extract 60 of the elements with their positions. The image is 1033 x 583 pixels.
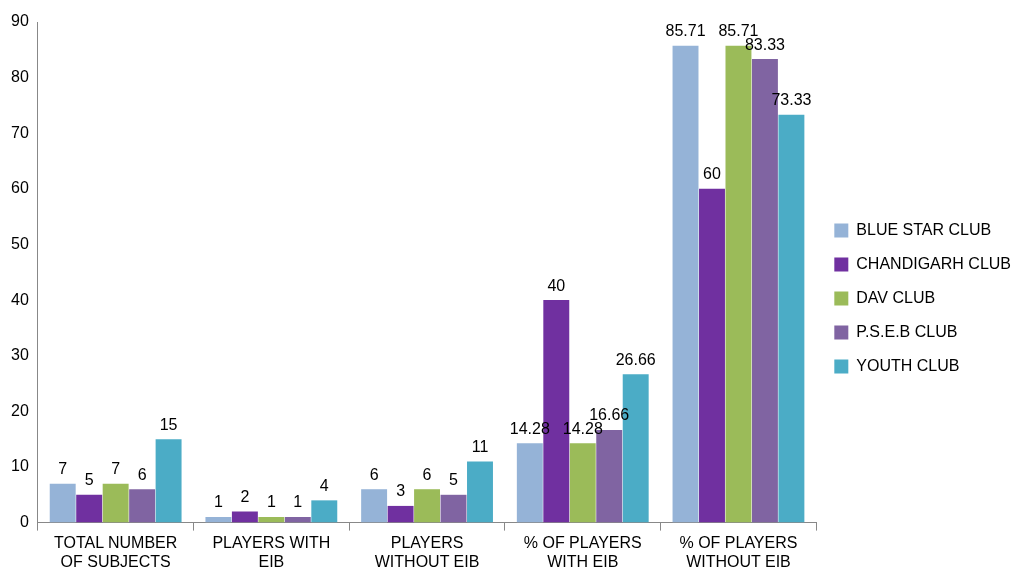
data-label: 11: [471, 437, 489, 455]
bar: [672, 45, 699, 523]
bar: [569, 443, 596, 523]
y-tick-label: 40: [11, 290, 29, 308]
bar: [76, 494, 103, 523]
y-tick-label: 70: [11, 123, 29, 141]
data-label: 7: [111, 460, 121, 478]
bar: [699, 188, 725, 523]
legend-label: P.S.E.B CLUB: [856, 322, 958, 340]
y-tick-label: 30: [11, 346, 29, 364]
data-label: 6: [137, 465, 147, 483]
bar: [387, 505, 414, 523]
bar: [311, 500, 338, 523]
data-label: 5: [84, 471, 94, 489]
data-label: 60: [703, 165, 721, 183]
data-label: 26.66: [615, 350, 656, 368]
bar: [440, 494, 467, 523]
y-tick-label: 50: [11, 234, 29, 252]
bar: [205, 517, 232, 523]
x-tick-label: PLAYERS WITH EIB: [212, 533, 331, 570]
bar: [778, 114, 805, 523]
y-tick-label: 10: [11, 457, 29, 475]
bar: [129, 489, 156, 523]
data-label: 5: [449, 471, 459, 489]
data-label: 85.71: [665, 22, 706, 40]
bar: [102, 483, 129, 523]
x-tick-label: % OF PLAYERS WITH EIB: [523, 533, 642, 570]
bar: [414, 489, 441, 523]
data-label: 7: [58, 460, 68, 478]
y-tick-label: 60: [11, 179, 29, 197]
data-label: 15: [159, 415, 178, 433]
bar: [361, 489, 388, 523]
y-tick-label: 80: [11, 68, 29, 86]
y-tick-label: 90: [11, 12, 29, 30]
legend-label: YOUTH CLUB: [856, 356, 960, 374]
bar: [155, 439, 182, 523]
x-tick-label: PLAYERS WITHOUT EIB: [374, 533, 480, 570]
x-tick-label: % OF PLAYERS WITHOUT EIB: [679, 533, 798, 570]
bar: [516, 443, 543, 523]
data-label: 1: [293, 493, 303, 511]
data-label: 4: [319, 476, 329, 494]
y-tick-label: 0: [19, 513, 29, 531]
bar: [258, 517, 285, 523]
data-label: 3: [396, 482, 406, 500]
data-label: 40: [547, 276, 566, 294]
data-label: 6: [422, 465, 432, 483]
legend-label: DAV CLUB: [856, 288, 936, 306]
y-tick-label: 20: [11, 401, 29, 419]
data-label: 2: [240, 487, 250, 505]
bar: [284, 517, 311, 523]
legend-label: CHANDIGARH CLUB: [856, 254, 1011, 272]
data-label: 6: [369, 465, 379, 483]
data-label: 1: [213, 493, 223, 511]
bar: [467, 461, 493, 523]
legend-label: BLUE STAR CLUB: [856, 220, 992, 238]
data-label: 83.33: [744, 35, 786, 53]
x-tick-label: TOTAL NUMBER OF SUBJECTS: [54, 533, 178, 570]
data-label: 1: [266, 493, 276, 511]
bar: [231, 511, 258, 523]
bar: [49, 483, 76, 523]
